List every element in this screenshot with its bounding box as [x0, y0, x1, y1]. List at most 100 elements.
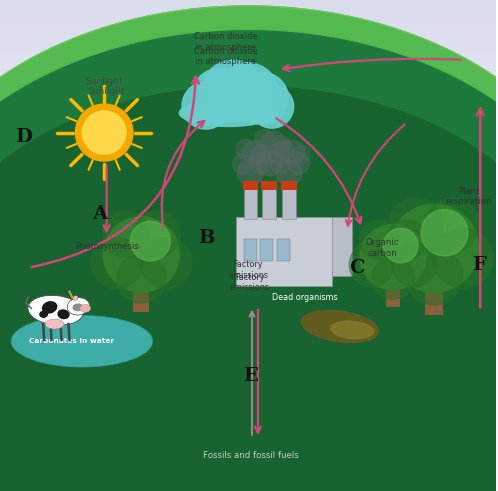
Text: Photosynthesis: Photosynthesis	[75, 242, 138, 250]
Ellipse shape	[80, 304, 91, 312]
Ellipse shape	[11, 316, 152, 367]
Bar	[0, 13, 496, 15]
Circle shape	[360, 224, 426, 290]
Bar	[0, 0, 496, 2]
Bar	[0, 0, 496, 4]
Bar	[0, 0, 496, 1]
Bar	[0, 188, 496, 191]
Ellipse shape	[57, 309, 70, 319]
Bar	[0, 0, 496, 1]
Circle shape	[182, 82, 230, 129]
Bar	[0, 0, 496, 4]
Text: Carbon dioxide
in atmosphere: Carbon dioxide in atmosphere	[194, 47, 257, 66]
Ellipse shape	[42, 301, 57, 314]
Bar	[244, 183, 257, 219]
Circle shape	[292, 145, 310, 163]
Bar	[0, 0, 496, 2]
Bar	[0, 107, 496, 109]
Bar	[0, 20, 496, 23]
Bar	[0, 0, 496, 1]
Bar	[0, 0, 496, 2]
Bar	[425, 276, 443, 315]
FancyBboxPatch shape	[236, 217, 332, 286]
Bar	[0, 0, 496, 2]
Circle shape	[75, 104, 133, 161]
Bar	[0, 63, 496, 66]
Bar	[0, 155, 496, 157]
Bar	[0, 137, 496, 139]
Bar	[0, 0, 496, 3]
Bar	[0, 0, 496, 3]
Bar	[0, 274, 496, 276]
Circle shape	[250, 85, 294, 128]
Bar	[0, 41, 496, 43]
Bar	[0, 221, 496, 223]
Circle shape	[254, 145, 272, 163]
Circle shape	[130, 221, 170, 261]
Circle shape	[251, 144, 271, 164]
Circle shape	[91, 238, 143, 289]
Circle shape	[390, 204, 479, 292]
Bar	[0, 0, 496, 4]
Bar	[0, 0, 496, 1]
Circle shape	[243, 140, 266, 164]
Bar	[0, 28, 496, 30]
Bar	[0, 0, 496, 2]
Bar	[0, 0, 496, 2]
Bar	[0, 54, 496, 56]
Bar	[0, 244, 496, 246]
Text: Sunlight: Sunlight	[85, 77, 123, 86]
Bar	[0, 0, 496, 4]
Bar	[0, 236, 496, 239]
Bar	[0, 0, 496, 4]
Bar	[0, 0, 496, 3]
Bar	[0, 117, 496, 119]
Bar	[0, 0, 496, 3]
Bar	[0, 7, 496, 10]
Bar	[0, 130, 496, 132]
Bar	[0, 0, 496, 1]
Bar	[0, 0, 496, 2]
Bar	[0, 132, 496, 135]
Bar	[0, 46, 496, 48]
Circle shape	[82, 111, 126, 154]
Bar	[0, 0, 496, 1]
Bar	[0, 0, 496, 2]
Bar	[0, 0, 496, 1]
Polygon shape	[0, 29, 498, 491]
Bar	[0, 276, 496, 279]
Bar	[0, 157, 496, 160]
Circle shape	[359, 220, 399, 260]
Ellipse shape	[73, 296, 78, 300]
Ellipse shape	[179, 99, 278, 127]
Ellipse shape	[72, 303, 83, 311]
Circle shape	[425, 198, 480, 252]
Bar	[0, 5, 496, 8]
Bar	[0, 89, 496, 91]
Circle shape	[433, 229, 493, 288]
Bar	[0, 0, 496, 3]
Bar	[0, 139, 496, 142]
Bar	[0, 246, 496, 248]
Bar	[0, 272, 496, 274]
Bar	[0, 282, 496, 284]
Circle shape	[372, 257, 414, 299]
Bar	[0, 0, 496, 3]
Text: Plant
respiration: Plant respiration	[446, 187, 492, 206]
Bar	[0, 0, 496, 2]
Circle shape	[273, 136, 291, 153]
Circle shape	[274, 139, 294, 159]
Text: B: B	[198, 229, 214, 247]
Circle shape	[134, 212, 180, 257]
Bar	[0, 251, 496, 254]
Bar	[0, 102, 496, 104]
Text: F: F	[472, 256, 486, 274]
Bar	[0, 68, 496, 71]
Bar	[0, 0, 496, 3]
Bar	[0, 208, 496, 211]
Bar	[0, 26, 496, 28]
Bar	[0, 256, 496, 259]
Bar	[0, 0, 496, 1]
Bar	[0, 0, 496, 2]
Bar	[0, 0, 496, 2]
